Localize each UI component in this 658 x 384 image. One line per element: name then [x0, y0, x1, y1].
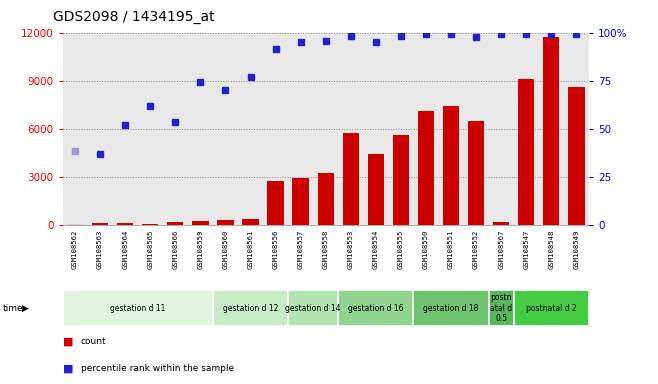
- Bar: [413, 290, 489, 326]
- Text: GSM108550: GSM108550: [423, 230, 429, 269]
- Bar: [393, 135, 409, 225]
- Text: gestation d 11: gestation d 11: [110, 304, 165, 313]
- Text: GDS2098 / 1434195_at: GDS2098 / 1434195_at: [53, 10, 215, 23]
- Bar: [514, 290, 589, 326]
- Bar: [92, 223, 109, 225]
- Text: GSM108565: GSM108565: [147, 230, 153, 269]
- Bar: [343, 134, 359, 225]
- Bar: [569, 87, 584, 225]
- Bar: [288, 290, 338, 326]
- Bar: [489, 290, 514, 326]
- Text: GSM108549: GSM108549: [573, 230, 580, 269]
- Text: percentile rank within the sample: percentile rank within the sample: [81, 364, 234, 373]
- Text: ■: ■: [63, 364, 73, 374]
- Bar: [167, 222, 184, 225]
- Bar: [192, 221, 209, 225]
- Text: GSM108560: GSM108560: [222, 230, 228, 269]
- Bar: [142, 223, 159, 225]
- Text: GSM108561: GSM108561: [247, 230, 253, 269]
- Text: count: count: [81, 337, 107, 346]
- Bar: [267, 182, 284, 225]
- Text: ▶: ▶: [22, 304, 28, 313]
- Bar: [338, 290, 413, 326]
- Text: GSM108553: GSM108553: [348, 230, 354, 269]
- Bar: [293, 178, 309, 225]
- Text: GSM108558: GSM108558: [322, 230, 329, 269]
- Text: GSM108548: GSM108548: [548, 230, 554, 269]
- Bar: [67, 224, 83, 225]
- Text: GSM108562: GSM108562: [72, 230, 78, 269]
- Bar: [368, 154, 384, 225]
- Text: GSM108556: GSM108556: [272, 230, 278, 269]
- Bar: [318, 174, 334, 225]
- Text: gestation d 14: gestation d 14: [286, 304, 341, 313]
- Bar: [63, 290, 213, 326]
- Text: GSM108551: GSM108551: [448, 230, 454, 269]
- Text: time: time: [3, 304, 23, 313]
- Text: gestation d 18: gestation d 18: [423, 304, 479, 313]
- Text: GSM108567: GSM108567: [498, 230, 504, 269]
- Text: GSM108557: GSM108557: [297, 230, 303, 269]
- Text: postnatal d 2: postnatal d 2: [526, 304, 576, 313]
- Bar: [242, 218, 259, 225]
- Bar: [213, 290, 288, 326]
- Text: GSM108552: GSM108552: [473, 230, 479, 269]
- Text: GSM108563: GSM108563: [97, 230, 103, 269]
- Bar: [418, 111, 434, 225]
- Text: GSM108564: GSM108564: [122, 230, 128, 269]
- Bar: [117, 223, 134, 225]
- Bar: [493, 222, 509, 225]
- Text: GSM108566: GSM108566: [172, 230, 178, 269]
- Bar: [468, 121, 484, 225]
- Bar: [217, 220, 234, 225]
- Text: GSM108559: GSM108559: [197, 230, 203, 269]
- Text: GSM108555: GSM108555: [398, 230, 404, 269]
- Text: GSM108547: GSM108547: [523, 230, 529, 269]
- Bar: [518, 79, 534, 225]
- Text: postn
atal d
0.5: postn atal d 0.5: [490, 293, 512, 323]
- Text: GSM108554: GSM108554: [373, 230, 379, 269]
- Bar: [443, 106, 459, 225]
- Text: gestation d 12: gestation d 12: [223, 304, 278, 313]
- Bar: [543, 38, 559, 225]
- Text: ■: ■: [63, 337, 73, 347]
- Text: gestation d 16: gestation d 16: [348, 304, 403, 313]
